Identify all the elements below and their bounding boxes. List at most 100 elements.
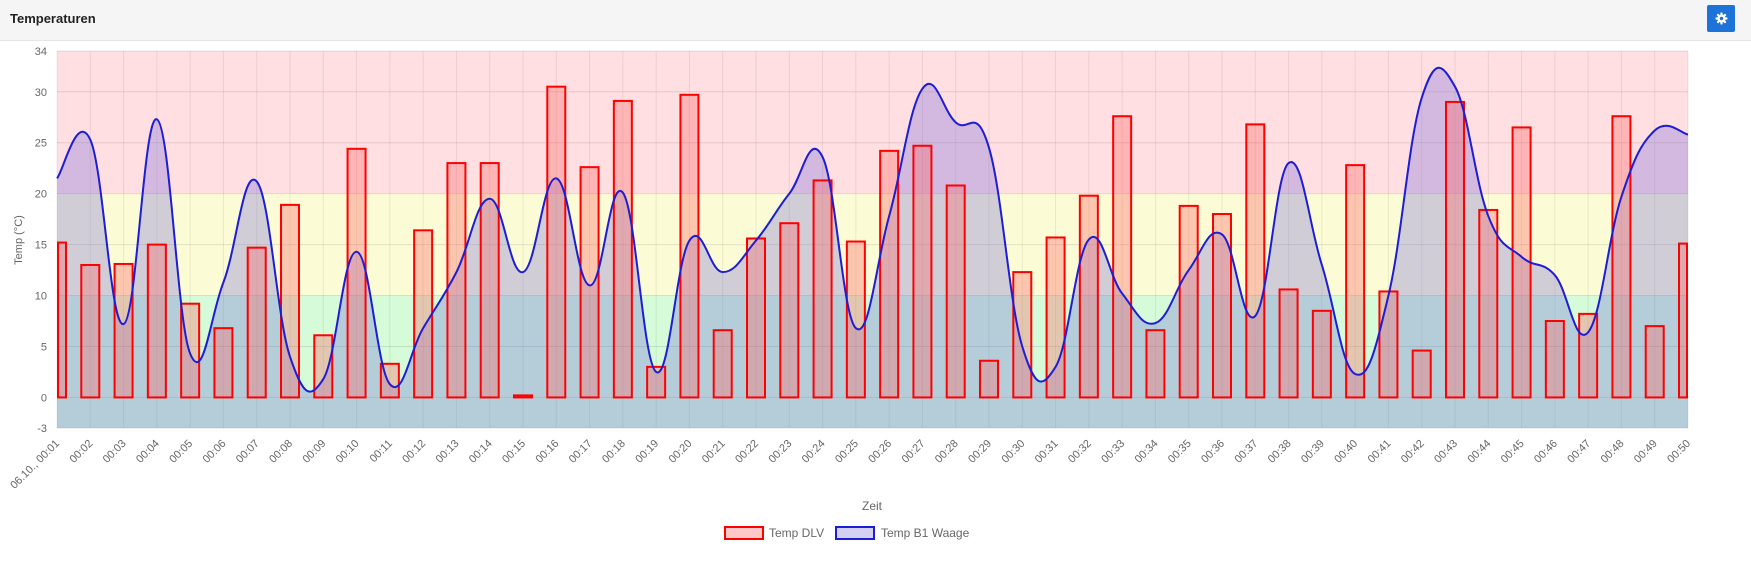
y-axis-title: Temp (°C)	[13, 215, 25, 265]
x-tick-label: 00:13	[434, 438, 462, 466]
x-tick-label: 00:44	[1465, 438, 1493, 466]
dlv-bar	[546, 85, 567, 399]
x-tick-label: 00:46	[1532, 438, 1560, 466]
x-tick-label: 00:48	[1599, 438, 1627, 466]
x-tick-label: 00:39	[1299, 438, 1327, 466]
x-tick-label: 00:21	[700, 438, 728, 466]
x-tick-label: 00:10	[334, 438, 362, 466]
dlv-bar	[1578, 312, 1599, 399]
y-tick-label: 0	[41, 392, 47, 404]
y-tick-label: 30	[35, 87, 47, 99]
dlv-bar	[1478, 208, 1499, 399]
waage-line-path	[56, 66, 1689, 393]
dlv-bar	[1012, 271, 1033, 399]
dlv-bar	[945, 184, 966, 399]
legend: Temp DLV Temp B1 Waage	[724, 526, 970, 540]
x-tick-label: 00:36	[1199, 438, 1227, 466]
temperature-chart: -3 0 5 10 15 20 25 30 34 06.10., 00:01 00:02 00:03…	[0, 41, 1751, 557]
dlv-bar	[346, 147, 367, 399]
dlv-bar	[1245, 123, 1266, 399]
y-tick-label: 10	[35, 291, 47, 303]
dlv-bar	[1678, 242, 1688, 399]
x-tick-label: 00:07	[234, 438, 262, 466]
y-tick-label: 20	[35, 189, 47, 201]
x-tick-label: 00:22	[733, 438, 761, 466]
x-tick-label: 00:02	[67, 438, 95, 466]
waage-line	[56, 66, 1689, 393]
legend-item-dlv[interactable]: Temp DLV	[724, 526, 824, 540]
dlv-bar	[313, 334, 334, 399]
x-tick-label: 00:24	[800, 438, 828, 466]
dlv-bar	[1345, 164, 1366, 399]
x-tick-label: 00:35	[1166, 438, 1194, 466]
dlv-bar	[1644, 325, 1665, 399]
x-tick-label: 00:37	[1232, 438, 1260, 466]
y-tick-label: 5	[41, 341, 47, 353]
chart-grid	[56, 50, 1689, 429]
gear-icon	[1715, 12, 1727, 25]
x-tick-label: 00:34	[1133, 438, 1161, 466]
x-tick-label: 00:17	[567, 438, 595, 466]
x-tick-label: 00:05	[167, 438, 195, 466]
dlv-bar	[1112, 115, 1133, 399]
x-tick-label: 00:26	[866, 438, 894, 466]
x-tick-label: 00:50	[1665, 438, 1693, 466]
x-tick-label: 00:47	[1565, 438, 1593, 466]
x-tick-label: 00:18	[600, 438, 628, 466]
dlv-bar	[280, 203, 300, 399]
dlv-bar	[1278, 288, 1299, 399]
band-1	[57, 193, 1688, 296]
x-tick-label: 00:41	[1366, 438, 1394, 466]
x-tick-label: 00:25	[833, 438, 861, 466]
dlv-bar	[146, 243, 167, 399]
dlv-bar	[413, 229, 434, 399]
legend-item-waage[interactable]: Temp B1 Waage	[835, 526, 970, 540]
x-tick-label: 00:08	[267, 438, 295, 466]
y-tick-label: 25	[35, 138, 47, 150]
dlv-bar	[80, 263, 101, 399]
y-axis: -3 0 5 10 15 20 25 30 34	[35, 46, 47, 435]
x-tick-label: 00:03	[101, 438, 129, 466]
settings-button[interactable]	[1707, 5, 1735, 32]
dlv-bar	[1178, 204, 1199, 399]
x-tick-label: 00:40	[1332, 438, 1360, 466]
dlv-bar	[1544, 320, 1565, 399]
x-tick-label: 00:29	[966, 438, 994, 466]
legend-swatch-dlv	[724, 526, 764, 540]
dlv-bar	[479, 162, 500, 399]
legend-label-waage: Temp B1 Waage	[881, 526, 970, 540]
dlv-bar	[446, 162, 467, 399]
dlv-bar	[1411, 349, 1432, 399]
dlv-bar	[912, 144, 933, 399]
dlv-bars	[57, 85, 1688, 399]
x-tick-label: 00:31	[1033, 438, 1061, 466]
x-tick-label: 00:42	[1399, 438, 1427, 466]
dlv-bar	[712, 329, 733, 399]
dlv-bar	[246, 246, 267, 399]
x-tick-label: 00:19	[633, 438, 661, 466]
x-tick-label: 00:09	[300, 438, 328, 466]
dlv-bar	[213, 327, 234, 399]
dlv-bar	[812, 179, 833, 399]
y-tick-label: 15	[35, 240, 47, 252]
dlv-bar	[746, 237, 766, 399]
dlv-bar	[779, 222, 800, 399]
x-tick-label: 00:43	[1432, 438, 1460, 466]
dlv-bar	[1378, 290, 1399, 399]
dlv-bar	[612, 99, 633, 399]
dlv-bar	[579, 166, 600, 399]
x-tick-label: 00:28	[933, 438, 961, 466]
dlv-bar	[979, 359, 999, 399]
dlv-bar	[679, 93, 700, 399]
x-tick-label: 00:49	[1632, 438, 1660, 466]
x-axis: 06.10., 00:01 00:02 00:03 00:04 00:05 00:06 00…	[8, 438, 1693, 492]
chart-svg: -3 0 5 10 15 20 25 30 34 06.10., 00:01 00:02 00:03…	[8, 46, 1693, 540]
dlv-bar	[513, 394, 533, 399]
legend-swatch-waage	[835, 526, 875, 540]
x-tick-label: 00:06	[201, 438, 229, 466]
dlv-bar	[1045, 236, 1066, 399]
dlv-bar	[57, 241, 67, 399]
x-tick-label: 00:11	[368, 438, 395, 465]
dlv-bar	[1212, 213, 1232, 399]
x-tick-label: 00:04	[134, 438, 162, 466]
